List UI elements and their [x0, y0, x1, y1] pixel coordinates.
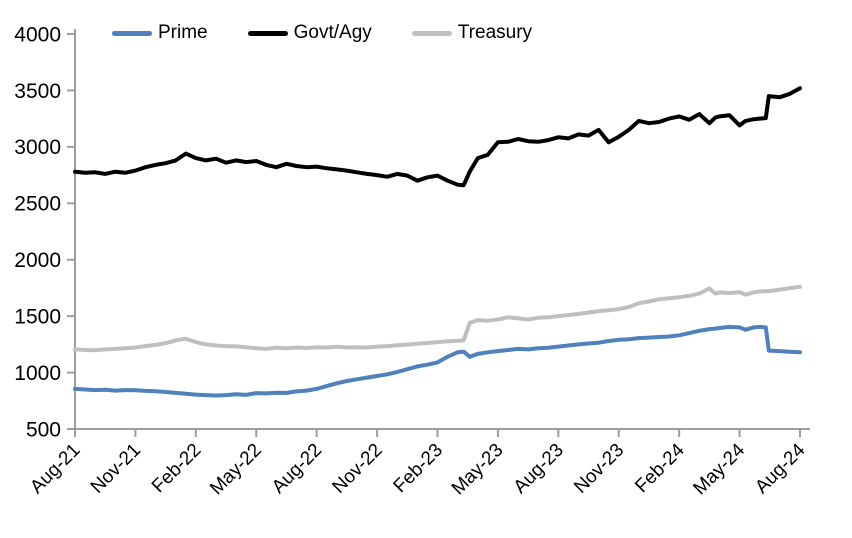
x-tick-label: Aug-24 — [751, 439, 809, 497]
x-tick-label: Nov-22 — [328, 440, 386, 498]
x-tick-label: Feb-22 — [148, 440, 205, 497]
x-tick-label: Aug-23 — [510, 440, 568, 498]
legend-label-treasury: Treasury — [457, 22, 533, 43]
x-tick-label: Nov-21 — [87, 440, 145, 498]
y-tick-label: 2000 — [14, 249, 61, 272]
legend-item-treasury: Treasury — [411, 22, 533, 44]
y-tick-label: 3500 — [14, 80, 61, 103]
treasury-line-swatch-icon — [411, 30, 452, 36]
y-tick-label: 4000 — [14, 23, 61, 46]
x-tick-label: Aug-22 — [268, 440, 326, 498]
series-line-prime — [73, 324, 802, 398]
x-tick-label: Feb-23 — [390, 440, 447, 497]
x-tick-label: Nov-23 — [570, 440, 628, 498]
y-tick-label: 3000 — [14, 136, 61, 159]
legend-item-govt-agy: Govt/Agy — [247, 22, 372, 44]
x-tick-label: May-24 — [689, 439, 749, 499]
legend-item-prime: Prime — [112, 22, 208, 44]
prime-line-swatch-icon — [112, 30, 152, 36]
legend-label-govt-agy: Govt/Agy — [293, 22, 372, 43]
series-line-treasury — [73, 284, 802, 353]
x-tick-label: May-22 — [206, 440, 266, 500]
legend-label-prime: Prime — [158, 22, 208, 43]
y-tick-label: 1000 — [14, 362, 61, 385]
y-tick-label: 2500 — [14, 193, 61, 216]
x-tick-label: May-23 — [448, 440, 508, 500]
x-tick-label: Aug-21 — [26, 440, 84, 498]
series-line-govt-agy — [73, 86, 802, 188]
x-tick-label: Feb-24 — [631, 439, 689, 497]
y-tick-label: 1500 — [14, 305, 61, 328]
chart-legend: Prime Govt/Agy Treasury — [112, 22, 532, 44]
govt-agy-line-swatch-icon — [247, 30, 288, 36]
y-tick-label: 500 — [26, 418, 61, 441]
